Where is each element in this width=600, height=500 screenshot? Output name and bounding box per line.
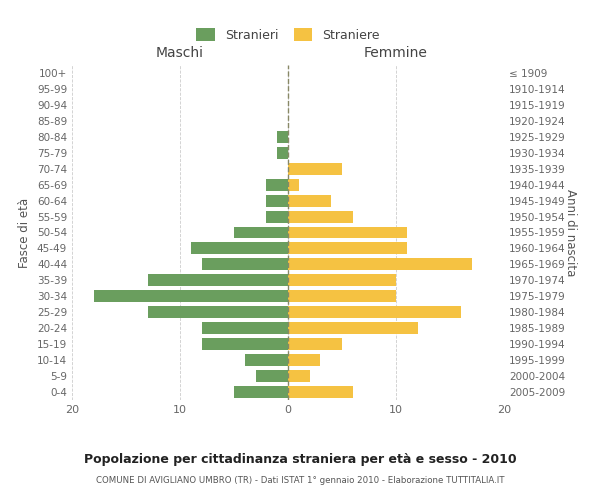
Bar	[202, 258, 288, 270]
Bar	[288, 210, 353, 222]
Bar	[288, 338, 342, 350]
Bar	[234, 226, 288, 238]
Bar	[288, 178, 299, 190]
Bar	[288, 306, 461, 318]
Text: Popolazione per cittadinanza straniera per età e sesso - 2010: Popolazione per cittadinanza straniera p…	[83, 452, 517, 466]
Bar	[266, 210, 288, 222]
Bar	[288, 290, 396, 302]
Bar	[277, 131, 288, 143]
Bar	[277, 147, 288, 158]
Y-axis label: Anni di nascita: Anni di nascita	[564, 189, 577, 276]
Text: COMUNE DI AVIGLIANO UMBRO (TR) - Dati ISTAT 1° gennaio 2010 - Elaborazione TUTTI: COMUNE DI AVIGLIANO UMBRO (TR) - Dati IS…	[96, 476, 504, 485]
Text: Maschi: Maschi	[156, 46, 204, 60]
Bar	[288, 370, 310, 382]
Bar	[288, 274, 396, 286]
Bar	[202, 322, 288, 334]
Bar	[148, 306, 288, 318]
Bar	[266, 194, 288, 206]
Bar	[245, 354, 288, 366]
Bar	[288, 354, 320, 366]
Bar	[288, 194, 331, 206]
Bar	[288, 322, 418, 334]
Y-axis label: Fasce di età: Fasce di età	[19, 198, 31, 268]
Bar	[191, 242, 288, 254]
Text: Femmine: Femmine	[364, 46, 428, 60]
Bar	[288, 162, 342, 174]
Bar	[266, 178, 288, 190]
Bar	[256, 370, 288, 382]
Bar	[288, 258, 472, 270]
Bar	[148, 274, 288, 286]
Bar	[94, 290, 288, 302]
Bar	[202, 338, 288, 350]
Bar	[288, 242, 407, 254]
Legend: Stranieri, Straniere: Stranieri, Straniere	[193, 24, 383, 46]
Bar	[288, 386, 353, 398]
Bar	[288, 226, 407, 238]
Bar	[234, 386, 288, 398]
